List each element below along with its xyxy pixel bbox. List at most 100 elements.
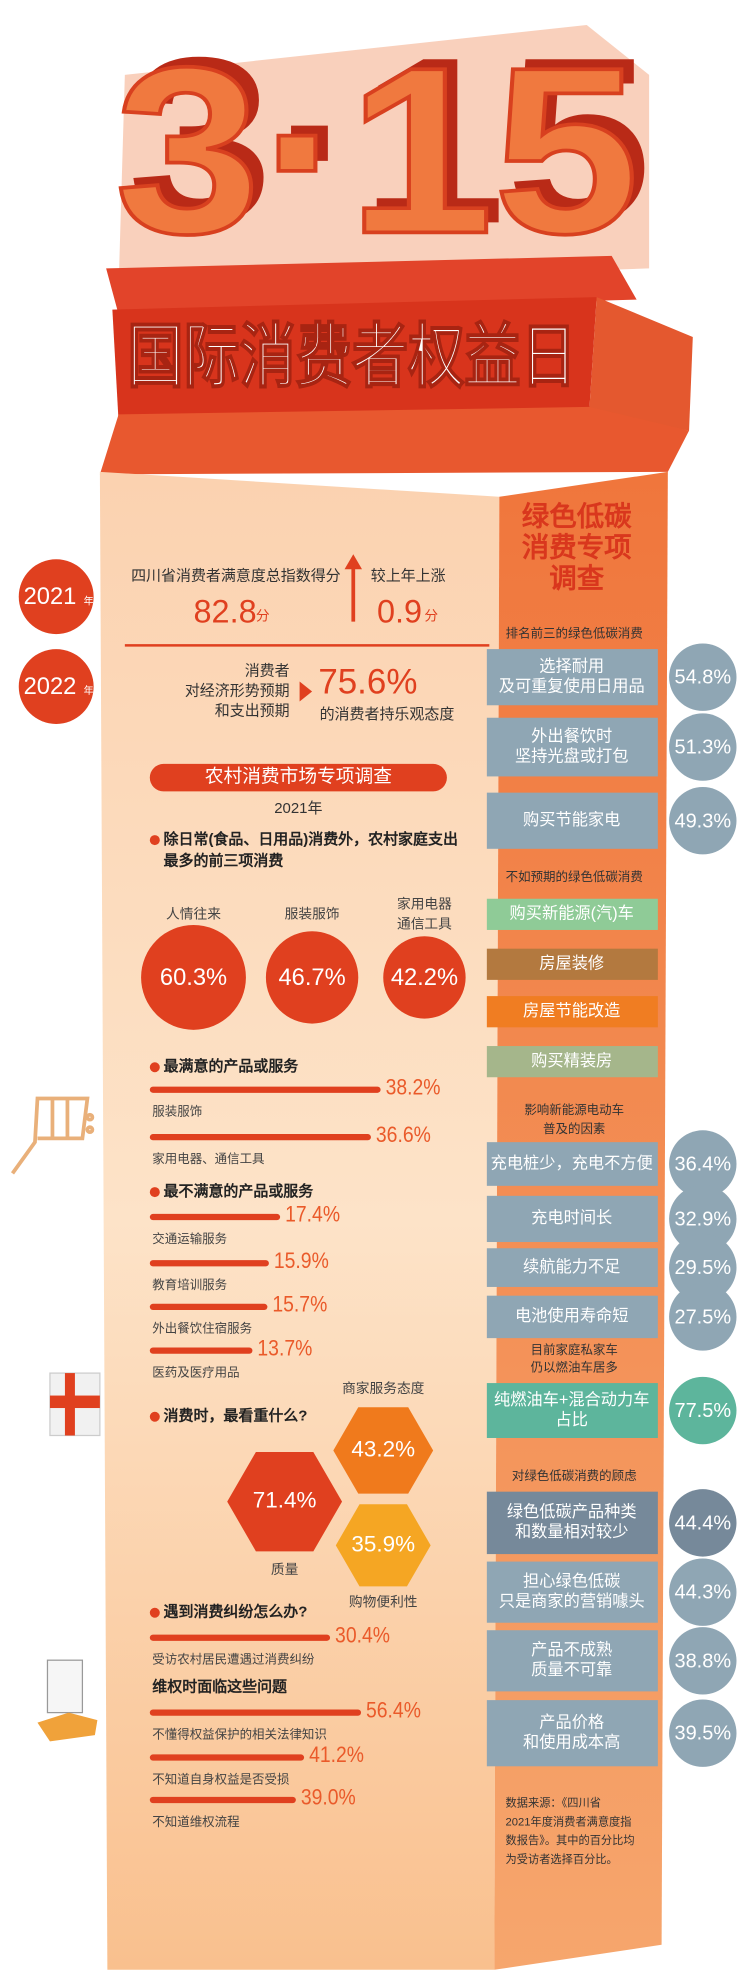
- event-title: 3·15: [115, 18, 639, 283]
- hexagon: [227, 1451, 343, 1552]
- value-label: 39.5%: [674, 1723, 731, 1745]
- green-title: 绿色低碳: [522, 500, 632, 531]
- group-heading: 不如预期的绿色低碳消费: [506, 869, 643, 884]
- item-box: [486, 1700, 658, 1767]
- bar-value: 30.4%: [335, 1622, 390, 1647]
- group-heading: 排名前三的绿色低碳消费: [506, 625, 643, 640]
- item-text: 选择耐用: [539, 657, 604, 675]
- item-text: 只是商家的营销噱头: [499, 1592, 645, 1610]
- bar: [149, 1796, 296, 1804]
- value-label: 71.4%: [253, 1488, 317, 1513]
- item-text: 充电时间长: [531, 1209, 612, 1227]
- bar-value: 13.7%: [257, 1335, 312, 1360]
- value-circle: [669, 1185, 737, 1253]
- item-box: [486, 1195, 658, 1243]
- bar: [149, 1303, 268, 1311]
- item-label: 通信工具: [397, 917, 452, 932]
- value-label: 51.3%: [674, 737, 731, 759]
- value-circle: [265, 931, 359, 1024]
- bar: [149, 1086, 381, 1093]
- item-box: [486, 1046, 658, 1078]
- bullet-heading: 除日常(食品、日用品)消费外，农村家庭支出: [164, 830, 458, 848]
- group-heading: 影响新能源电动车: [524, 1102, 624, 1117]
- item-label: 商家服务态度: [342, 1380, 425, 1396]
- outlook-label: 消费者: [245, 663, 290, 680]
- item-text: 坚持光盘或打包: [515, 746, 629, 765]
- group-heading: 普及的因素: [543, 1121, 605, 1136]
- item-text: 充电桩少，充电不方便: [491, 1154, 653, 1172]
- hexagon: [333, 1407, 434, 1494]
- bullet-heading: 最不满意的产品或服务: [164, 1182, 314, 1200]
- value-circle: [669, 713, 737, 781]
- item-text: 及可重复使用日用品: [499, 677, 645, 695]
- item-box: [486, 1142, 658, 1186]
- bar: [149, 1754, 305, 1761]
- bar-label: 家用电器、通信工具: [152, 1151, 264, 1166]
- outlook-label: 和支出预期: [215, 702, 290, 719]
- value-label: 43.2%: [351, 1436, 415, 1461]
- value-circle: [669, 1130, 737, 1198]
- banner: [112, 297, 597, 422]
- value-label: 27.5%: [674, 1306, 731, 1328]
- bar-label: 不知道维权流程: [152, 1814, 239, 1829]
- pillar-front: [99, 471, 500, 1970]
- value-label: 77.5%: [674, 1400, 731, 1422]
- value-circle: [669, 1627, 737, 1695]
- section-banner: [149, 763, 447, 792]
- item-box: [486, 717, 658, 777]
- item-text: 购买新能源(汽)车: [510, 905, 634, 923]
- value-circle: [669, 643, 737, 711]
- index-score: 82.8: [194, 594, 257, 630]
- bar-label: 交通运输服务: [152, 1231, 227, 1246]
- item-text: 续航能力不足: [523, 1258, 620, 1276]
- year-badge: [18, 649, 94, 724]
- up-arrow-head: [344, 554, 363, 570]
- bar-label: 不懂得权益保护的相关法律知识: [152, 1726, 327, 1741]
- year-badge: [18, 559, 94, 635]
- bar-label: 服装服饰: [152, 1104, 202, 1118]
- bar-value: 56.4%: [366, 1697, 421, 1722]
- value-label: 60.3%: [160, 965, 227, 991]
- value-circle: [669, 1376, 737, 1445]
- item-text: 绿色低碳产品种类: [507, 1503, 637, 1521]
- year: 2022: [24, 674, 77, 700]
- banner-side: [589, 297, 693, 431]
- item-label: 服装服饰: [285, 907, 340, 922]
- bullet-heading: 遇到消费纠纷怎么办?: [164, 1603, 308, 1621]
- value-circle: [141, 924, 246, 1030]
- bar-label: 教育培训服务: [152, 1277, 227, 1292]
- source-note: 2021年度消费者满意度指: [506, 1814, 632, 1828]
- bar-value: 17.4%: [285, 1202, 340, 1227]
- item-text: 占比: [556, 1411, 588, 1429]
- value-label: 35.9%: [351, 1531, 415, 1556]
- item-box: [486, 649, 658, 706]
- item-box: [486, 1295, 658, 1339]
- item-box: [486, 1383, 658, 1438]
- bullet-heading: 最多的前三项消费: [164, 851, 284, 869]
- item-text: 质量不可靠: [531, 1661, 612, 1679]
- bar: [149, 1347, 253, 1354]
- main-title: 国际消费者权益日: [127, 317, 576, 395]
- group-heading: 目前家庭私家车: [531, 1342, 618, 1357]
- bar-label: 不知道自身权益是否受损: [152, 1771, 290, 1786]
- slab: [99, 406, 690, 475]
- bar-label: 医药及医疗用品: [152, 1365, 239, 1379]
- value-label: 44.3%: [674, 1582, 731, 1604]
- bar: [149, 1213, 281, 1221]
- event-shadow: 3·15: [127, 8, 651, 273]
- change-label: 较上年上涨: [371, 567, 446, 585]
- bar-value: 41.2%: [309, 1742, 364, 1767]
- gift-icon: [49, 1372, 101, 1437]
- bar: [149, 1134, 371, 1141]
- item-box: [486, 1491, 658, 1555]
- green-title: 调查: [549, 563, 604, 594]
- bar-label: 外出餐饮住宿服务: [152, 1321, 252, 1336]
- bullet-heading: 消费时，最看重什么?: [164, 1407, 308, 1425]
- item-box: [486, 996, 658, 1028]
- item-text: 和数量相对较少: [515, 1523, 629, 1541]
- bar-value: 39.0%: [301, 1785, 356, 1810]
- value-circle: [383, 936, 466, 1019]
- subheading: 维权时面临这些问题: [152, 1678, 287, 1696]
- card-icon: [37, 1659, 98, 1742]
